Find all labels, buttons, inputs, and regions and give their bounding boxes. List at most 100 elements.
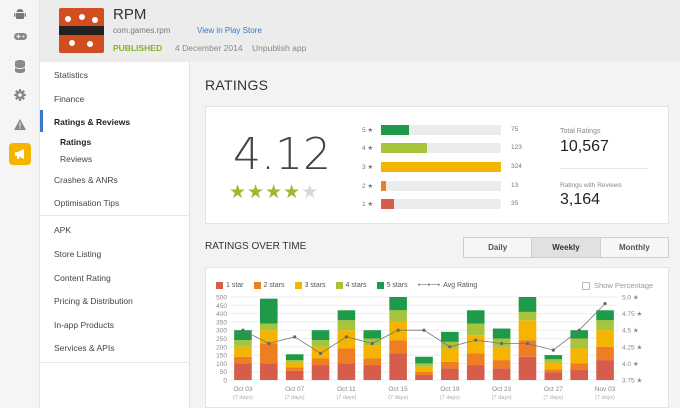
bar-segment: [415, 363, 433, 367]
bar-segment: [234, 363, 252, 380]
bar-segment: [441, 331, 459, 342]
bar-segment: [466, 365, 485, 380]
android-icon[interactable]: [12, 6, 28, 22]
checkbox[interactable]: [582, 281, 590, 290]
bar-segment: [415, 371, 433, 376]
ratings-summary-card: 4.12 ★★★★★ 5 ★ 75 4 ★ 123 3 ★ 324 2 ★ 13…: [205, 106, 669, 224]
sidebar-item-services[interactable]: Services & APIs: [54, 343, 115, 353]
gamepad-icon[interactable]: [12, 28, 28, 44]
x-tick-label: Oct 23: [492, 386, 512, 393]
legend-swatch: [376, 281, 384, 289]
bar-segment: [260, 323, 278, 331]
bar-segment: [596, 330, 614, 347]
bar-segment: [285, 370, 304, 380]
legend-item[interactable]: 3 stars: [294, 281, 326, 289]
rating-bar-count: 324: [511, 163, 522, 170]
sidebar-divider: [40, 215, 190, 216]
tab-weekly[interactable]: Weekly: [532, 238, 601, 257]
x-tick-sublabel: (7 days): [595, 395, 615, 401]
avg-rating-line: [242, 303, 606, 354]
x-tick-sublabel: (7 days): [336, 395, 356, 401]
bar-segment: [389, 353, 407, 380]
bar-segment: [466, 353, 485, 366]
avg-rating-point: [577, 328, 581, 332]
y-tick-label: 250: [216, 336, 227, 343]
database-icon[interactable]: [12, 58, 28, 74]
megaphone-icon[interactable]: [9, 143, 31, 165]
rating-bar: [381, 162, 501, 172]
bar-segment: [596, 346, 614, 361]
star-icon: ★: [229, 182, 248, 203]
gear-icon[interactable]: [12, 87, 28, 103]
ratings-heading: RATINGS: [205, 77, 269, 93]
unpublish-link[interactable]: Unpublish app: [252, 43, 307, 53]
x-tick-sublabel: (7 days): [440, 395, 460, 401]
bar-segment: [544, 372, 563, 380]
y2-tick-label: 5.0 ★: [622, 294, 639, 302]
bar-segment: [311, 365, 330, 380]
sidebar-item-finance[interactable]: Finance: [54, 94, 85, 104]
package-name: com.games.rpm: [113, 26, 171, 35]
rating-bar-label: 3 ★: [362, 164, 374, 171]
sidebar-item-content-rating[interactable]: Content Rating: [54, 273, 111, 283]
rating-bar-count: 13: [511, 182, 519, 189]
play-store-link[interactable]: View in Play Store: [197, 26, 262, 35]
star-icon: ★: [247, 182, 266, 203]
y-tick-label: 500: [216, 295, 227, 302]
warning-icon[interactable]: [12, 116, 28, 132]
bar-segment: [260, 298, 278, 324]
bar-segment: [570, 330, 588, 339]
sidebar-item-store-listing[interactable]: Store Listing: [54, 249, 102, 259]
bar-segment: [492, 360, 511, 369]
avg-rating-point: [422, 328, 426, 332]
bar-segment: [389, 297, 407, 311]
bar-segment: [415, 366, 433, 372]
legend-item[interactable]: 4 stars: [335, 281, 367, 289]
app-icon: [59, 8, 104, 53]
bar-segment: [518, 356, 537, 380]
rating-bar-label: 2 ★: [362, 183, 374, 190]
legend-swatch: [253, 281, 261, 289]
bar-segment: [518, 311, 537, 321]
bar-segment: [441, 361, 459, 369]
sidebar-item-apk[interactable]: APK: [54, 225, 72, 235]
sidebar-item-optimisation[interactable]: Optimisation Tips: [54, 198, 120, 208]
total-ratings-label: Total Ratings: [560, 128, 601, 135]
sidebar-item-in-app-products[interactable]: In-app Products: [54, 320, 115, 330]
bar-segment: [337, 320, 356, 331]
bar-segment: [441, 341, 459, 349]
y-tick-label: 200: [216, 344, 227, 351]
average-rating: 4.12: [233, 129, 331, 180]
y2-tick-label: 4.25 ★: [622, 343, 642, 351]
show-percentage-toggle[interactable]: Show Percentage: [582, 281, 653, 290]
avg-rating-point: [525, 341, 530, 346]
average-stars: ★★★★★: [229, 181, 319, 204]
sidebar-item-pricing[interactable]: Pricing & Distribution: [54, 296, 133, 306]
rating-bar-fill: [381, 181, 386, 191]
ratings-over-time-heading: RATINGS OVER TIME: [205, 241, 307, 252]
tab-monthly[interactable]: Monthly: [618, 243, 650, 252]
legend-label: 2 stars: [263, 281, 285, 289]
rating-bar-fill: [381, 199, 394, 209]
legend-item[interactable]: ⟵•⟶ Avg Rating: [418, 281, 478, 290]
sidebar-item-ratings-reviews[interactable]: Ratings & Reviews: [54, 117, 131, 127]
sidebar-item-crashes[interactable]: Crashes & ANRs: [54, 175, 118, 185]
bar-segment: [389, 310, 407, 322]
y2-tick-label: 4.75 ★: [622, 310, 642, 318]
sidebar: Statistics Finance Ratings & Reviews Rat…: [40, 62, 190, 408]
avg-rating-point: [603, 302, 607, 306]
sidebar-item-reviews[interactable]: Reviews: [60, 154, 93, 164]
app-header: RPM com.games.rpm View in Play Store PUB…: [40, 0, 680, 62]
legend-item[interactable]: 1 star: [216, 281, 244, 289]
avg-rating-point: [267, 341, 271, 346]
legend-item[interactable]: 2 stars: [253, 281, 285, 289]
ratings-with-reviews-value: 3,164: [560, 191, 601, 208]
bar-segment: [415, 356, 433, 364]
avg-rating-point: [370, 341, 374, 346]
tab-daily[interactable]: Daily: [464, 238, 533, 257]
active-indicator: [40, 110, 43, 132]
sidebar-item-statistics[interactable]: Statistics: [54, 70, 89, 80]
bar-segment: [337, 330, 356, 349]
legend-item[interactable]: 5 stars: [376, 281, 408, 289]
sidebar-item-ratings[interactable]: Ratings: [60, 137, 92, 147]
